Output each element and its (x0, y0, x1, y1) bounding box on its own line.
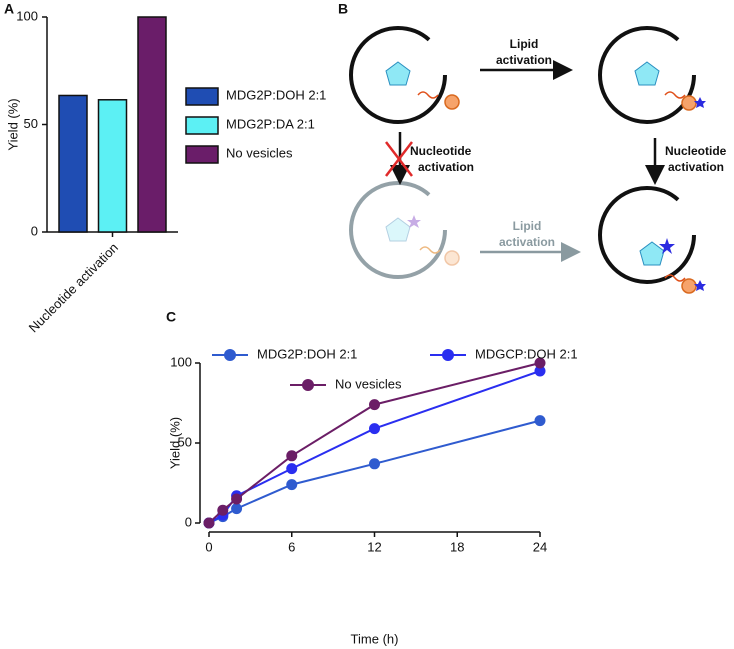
series-line (208, 370, 541, 524)
y-tick-label: 0 (185, 514, 192, 529)
y-axis-label: Yield (%) (167, 417, 182, 469)
legend-label: MDG2P:DA 2:1 (226, 116, 315, 131)
y-tick-label: 50 (24, 116, 38, 131)
legend-label: MDG2P:DOH 2:1 (257, 346, 357, 361)
bar (58, 94, 88, 233)
arrow-label: Lipid (513, 219, 542, 233)
x-tick-label: 18 (450, 539, 464, 554)
point (231, 503, 243, 515)
x-tick-label: 0 (205, 539, 212, 554)
x-tick-label: Nucleotide activation (26, 240, 121, 335)
point (534, 415, 546, 427)
x-tick-label: 24 (533, 539, 547, 554)
arrow-label: Nucleotide (665, 144, 727, 158)
arrow-label: Nucleotide (410, 144, 472, 158)
diagram: Lipid activation Nucleotide activation N… (349, 26, 727, 294)
arrow-label: activation (499, 235, 555, 249)
legend-label: MDG2P:DOH 2:1 (226, 87, 326, 102)
point (286, 450, 298, 462)
point (369, 399, 380, 411)
y-tick-label: 0 (31, 223, 38, 238)
y-axis-label: Yield (%) (5, 98, 20, 150)
arrow-label: activation (418, 160, 474, 174)
point (286, 479, 298, 491)
legend-swatch (185, 145, 219, 164)
legend-marker (302, 379, 314, 391)
panel-label: C (166, 309, 176, 325)
legend-label: No vesicles (226, 145, 293, 160)
point (534, 365, 546, 377)
x-axis-label: Time (h) (351, 631, 399, 646)
point (203, 517, 215, 529)
vesicle (349, 181, 460, 279)
panel-label: A (4, 1, 14, 17)
series-line (208, 419, 541, 524)
point (534, 357, 546, 369)
cross (385, 141, 413, 177)
vesicle (598, 186, 706, 294)
point (231, 493, 243, 505)
x-tick-label: 12 (367, 539, 381, 554)
point (217, 504, 229, 516)
vesicle (349, 26, 460, 124)
bar (137, 16, 167, 233)
legend-marker (442, 349, 454, 361)
y-tick-label: 100 (16, 8, 38, 23)
arrow-label: activation (496, 53, 552, 67)
x-tick-label: 6 (288, 539, 295, 554)
legend-swatch (185, 116, 219, 135)
panel-label: B (338, 1, 348, 17)
vesicle (598, 26, 706, 124)
legend-swatch (185, 87, 219, 106)
y-tick-label: 100 (170, 354, 192, 369)
point (369, 423, 380, 435)
y-tick-label: 50 (178, 434, 192, 449)
bar (97, 99, 128, 233)
legend-label: MDGCP:DOH 2:1 (475, 346, 578, 361)
arrow-label: Lipid (510, 37, 539, 51)
legend-label: No vesicles (335, 376, 402, 391)
arrow-label: activation (668, 160, 724, 174)
legend-marker (224, 349, 236, 361)
point (369, 458, 380, 470)
point (286, 463, 298, 475)
